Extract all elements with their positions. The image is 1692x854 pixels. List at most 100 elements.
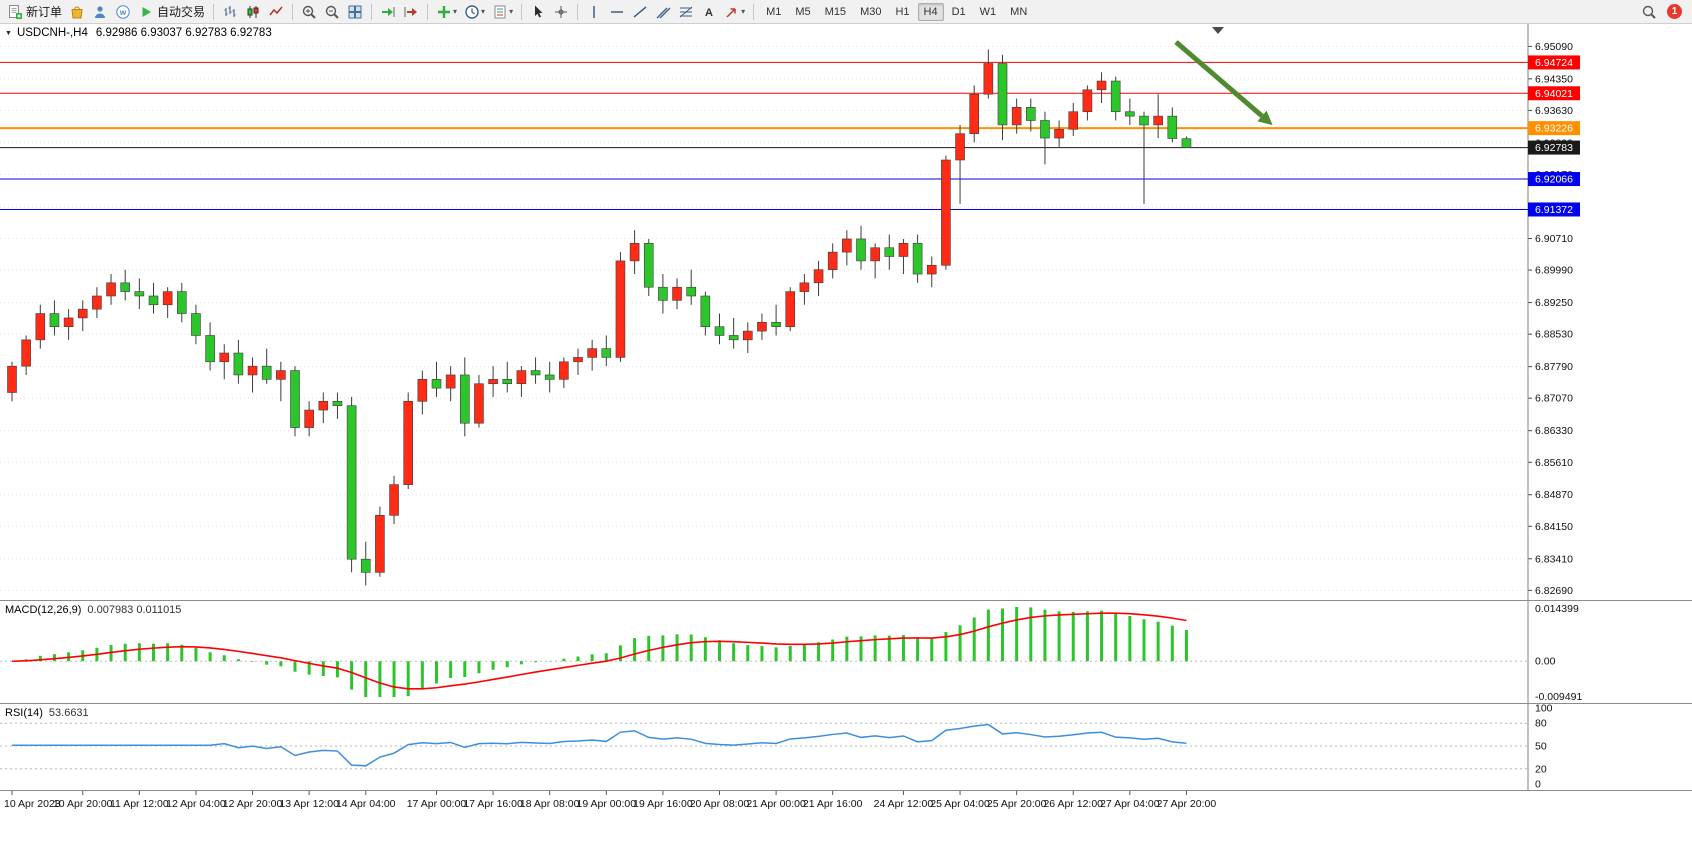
line-chart-button[interactable]: [265, 2, 287, 22]
quick-trade-toggle-icon[interactable]: ▼: [5, 30, 12, 37]
zoom-in-button[interactable]: [298, 2, 320, 22]
zoom-out-icon: [325, 5, 339, 19]
timeframe-d1-button[interactable]: D1: [951, 5, 966, 18]
zoom-out-button[interactable]: [321, 2, 343, 22]
notification-badge[interactable]: 1: [1667, 4, 1682, 19]
text-button[interactable]: A: [698, 2, 720, 22]
candle-body: [601, 348, 612, 358]
vertical-line-button[interactable]: [583, 2, 605, 22]
candle-body: [1011, 107, 1022, 126]
candle-body: [870, 247, 880, 262]
timeframe-m30-button[interactable]: M30: [860, 5, 882, 18]
dropdown-arrow-icon: ▾: [481, 7, 486, 16]
bar-chart-button[interactable]: [219, 2, 241, 22]
indicators-button[interactable]: ▾: [433, 2, 460, 22]
candle-body: [969, 93, 980, 134]
price-badge-label: 6.94021: [1535, 88, 1573, 100]
time-axis-label: 14 Apr 04:00: [336, 798, 396, 810]
macd-axis-label: 0.014399: [1535, 603, 1579, 615]
candle-body: [955, 133, 965, 161]
crosshair-icon: [555, 5, 568, 18]
candle-body: [983, 63, 994, 95]
time-axis-label: 27 Apr 20:00: [1157, 798, 1217, 810]
timeframe-m5-button[interactable]: M5: [795, 5, 811, 18]
price-badge: [1528, 86, 1580, 101]
macd-signal-line: [11, 612, 1187, 690]
candle-body: [318, 400, 329, 411]
candle-body: [403, 400, 414, 485]
market-button[interactable]: [66, 2, 88, 22]
trend-arrow-shaft[interactable]: [1174, 40, 1264, 118]
candle-body: [643, 243, 654, 288]
search-icon: [1642, 5, 1656, 19]
web-terminal-button[interactable]: w: [112, 2, 134, 22]
panel-splitter[interactable]: [0, 600, 1692, 601]
timeframe-m1-button[interactable]: M1: [766, 5, 782, 18]
rsi-axis-label: 100: [1535, 704, 1553, 715]
candlestick-chart-button[interactable]: [242, 2, 264, 22]
candle-body: [389, 484, 399, 516]
candle-body: [559, 361, 569, 380]
price-axis-label: 6.83410: [1535, 553, 1573, 565]
candle-body: [417, 379, 428, 402]
rsi-panel[interactable]: 100 80 50 20 0: [0, 704, 1692, 790]
fibonacci-button[interactable]: [675, 2, 697, 22]
time-axis-label: 10 Apr 2023: [4, 798, 61, 810]
tile-windows-button[interactable]: [344, 2, 366, 22]
candle-body: [1096, 80, 1107, 91]
fibonacci-icon: [679, 6, 693, 17]
timeframe-mn-button[interactable]: MN: [1010, 5, 1028, 18]
crosshair-button[interactable]: [550, 2, 572, 22]
candle-body: [148, 295, 159, 306]
candle-body: [941, 159, 951, 266]
periods-button[interactable]: ▾: [461, 2, 488, 22]
time-axis-label: 27 Apr 04:00: [1100, 798, 1160, 810]
price-axis-label: 6.87790: [1535, 361, 1573, 373]
macd-panel[interactable]: 0.014399 0.00 -0.009491: [0, 601, 1692, 703]
time-axis-label: 24 Apr 12:00: [874, 798, 934, 810]
candle-body: [290, 370, 300, 428]
chart-shift-marker[interactable]: [1212, 27, 1224, 34]
horizontal-line-button[interactable]: [606, 2, 628, 22]
toolbar-separator: [371, 3, 373, 20]
candle-body: [375, 515, 385, 573]
panel-splitter[interactable]: [0, 790, 1692, 791]
candle-body: [1040, 120, 1050, 139]
timeframe-w1-button[interactable]: W1: [979, 5, 997, 18]
timeframe-h4-button[interactable]: H4: [917, 2, 944, 21]
auto-scroll-button[interactable]: [377, 2, 399, 22]
cursor-button[interactable]: [527, 2, 549, 22]
trendline-icon: [633, 5, 647, 18]
price-axis-label: 6.82690: [1535, 585, 1573, 597]
price-badge: [1528, 140, 1580, 155]
community-button[interactable]: [89, 2, 111, 22]
price-chart-panel[interactable]: 6.950906.943506.936306.928906.921706.914…: [0, 24, 1692, 600]
search-button[interactable]: [1638, 2, 1660, 22]
templates-button[interactable]: ▾: [489, 2, 516, 22]
rsi-axis-label: 0: [1535, 779, 1541, 791]
candle-body: [1181, 138, 1192, 148]
dropdown-arrow-icon: ▾: [509, 7, 514, 16]
candle-body: [573, 357, 583, 363]
autotrading-button[interactable]: 自动交易: [135, 2, 208, 22]
timeframe-h1-button[interactable]: H1: [895, 5, 910, 18]
candle-body: [177, 291, 187, 314]
chart-shift-button[interactable]: [400, 2, 422, 22]
candle-body: [530, 370, 541, 376]
time-axis-label: 10 Apr 20:00: [53, 798, 113, 810]
timeframe-m15-button[interactable]: M15: [824, 5, 847, 18]
new-order-button[interactable]: 新订单: [4, 2, 65, 22]
macd-name: MACD(12,26,9): [5, 604, 82, 616]
dropdown-arrow-icon: ▾: [741, 7, 746, 16]
candle-body: [459, 374, 470, 424]
price-axis-label: 6.85610: [1535, 457, 1573, 469]
candle-body: [1110, 80, 1121, 113]
candle-body: [926, 264, 937, 275]
channel-button[interactable]: [652, 2, 674, 22]
panel-splitter[interactable]: [0, 703, 1692, 704]
arrows-button[interactable]: ▾: [721, 2, 748, 22]
trendline-button[interactable]: [629, 2, 651, 22]
time-axis-label: 21 Apr 00:00: [746, 798, 806, 810]
candle-body: [827, 251, 838, 270]
candlestick-icon: [247, 5, 259, 18]
